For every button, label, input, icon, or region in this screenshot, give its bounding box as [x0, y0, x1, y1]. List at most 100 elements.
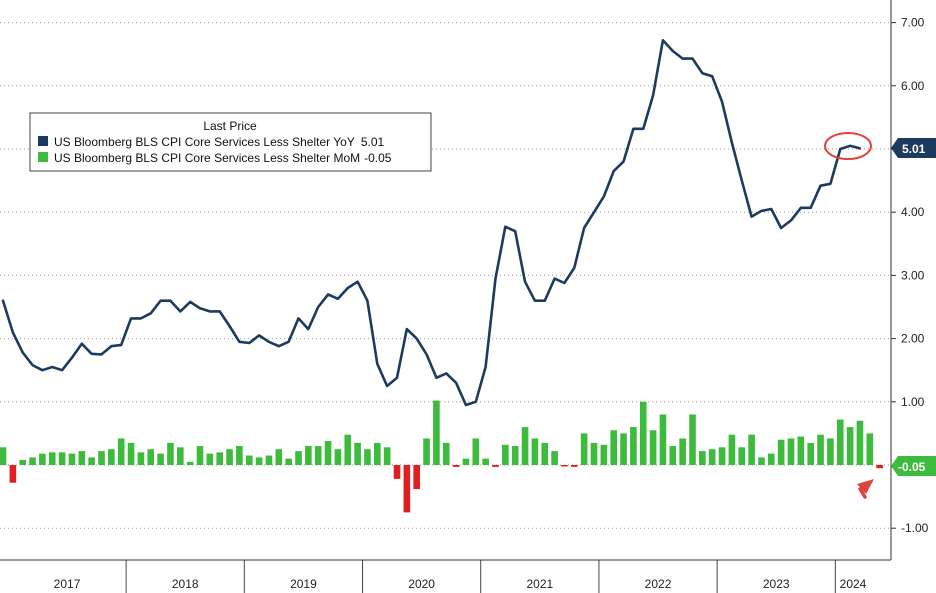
- yoy-last-badge: 5.01: [891, 138, 936, 158]
- legend-box: [29, 112, 432, 172]
- legend-header: Last Price: [203, 119, 257, 133]
- mom-bar: [630, 427, 637, 465]
- mom-bar: [403, 465, 411, 513]
- mom-bar: [718, 447, 726, 465]
- mom-bar: [590, 442, 598, 465]
- y-tick-label: 1.00: [901, 395, 925, 409]
- mom-bar: [433, 400, 440, 465]
- mom-bar: [511, 446, 519, 465]
- y-tick-label: 4.00: [901, 205, 925, 219]
- legend-label-mom: US Bloomberg BLS CPI Core Services Less …: [54, 151, 392, 165]
- mom-bar: [374, 442, 381, 465]
- mom-bar: [600, 444, 608, 465]
- year-label: 2021: [526, 577, 553, 591]
- mom-bar: [275, 449, 283, 465]
- mom-bar: [876, 465, 883, 469]
- mom-bar: [708, 449, 716, 465]
- legend: Last Price US Bloomberg BLS CPI Core Ser…: [29, 112, 432, 172]
- year-label: 2020: [408, 577, 435, 591]
- mom-bar: [699, 451, 706, 465]
- y-tick-label: 6.00: [901, 79, 925, 93]
- mom-bar: [177, 447, 184, 465]
- mom-bar: [58, 452, 66, 465]
- mom-bar: [669, 446, 677, 465]
- mom-bar: [452, 465, 460, 467]
- legend-swatch-yoy: [38, 136, 48, 146]
- mom-bar: [344, 434, 352, 465]
- mom-bar: [787, 438, 795, 465]
- mom-bar: [383, 447, 391, 465]
- year-label: 2023: [763, 577, 790, 591]
- year-label: 2019: [290, 577, 317, 591]
- mom-bar: [216, 452, 223, 465]
- mom-bar: [846, 427, 854, 465]
- mom-bar: [137, 452, 145, 465]
- mom-last-badge: -0.05: [891, 456, 936, 476]
- yoy-last-badge-text: 5.01: [902, 142, 926, 156]
- mom-bar: [245, 455, 253, 465]
- mom-bar: [314, 446, 322, 465]
- mom-bar: [393, 465, 401, 479]
- legend-label-yoy: US Bloomberg BLS CPI Core Services Less …: [54, 135, 385, 149]
- mom-bar: [186, 461, 194, 465]
- year-label: 2017: [54, 577, 81, 591]
- mom-bar: [147, 449, 155, 465]
- mom-bar: [88, 457, 95, 465]
- mom-bars: [0, 400, 883, 513]
- highlight-circle: [824, 132, 872, 160]
- mom-bar: [659, 414, 667, 465]
- x-axis-years: 2017 2018 2019 2020 2021 2022 2023 2024: [54, 577, 867, 591]
- mom-bar: [196, 446, 204, 465]
- mom-bar: [580, 433, 588, 465]
- mom-bar: [817, 434, 824, 465]
- mom-bar: [442, 442, 450, 465]
- mom-bar: [728, 434, 736, 465]
- year-separators: [125, 560, 836, 593]
- y-axis-ticks: 7.006.005.004.003.002.001.00-1.00: [891, 16, 929, 535]
- mom-last-badge-text: -0.05: [898, 460, 926, 474]
- pointer-arrow: [857, 479, 874, 499]
- mom-bar: [0, 447, 7, 465]
- mom-bar: [866, 433, 874, 465]
- mom-bar: [620, 433, 627, 465]
- mom-bar: [521, 427, 529, 465]
- mom-bar: [364, 449, 371, 465]
- mom-bar: [305, 446, 312, 465]
- mom-bar: [639, 401, 647, 465]
- year-label: 2018: [172, 577, 199, 591]
- yoy-line: [1, 39, 862, 407]
- mom-bar: [649, 430, 657, 465]
- mom-bar: [797, 436, 805, 465]
- mom-bar: [758, 457, 765, 465]
- mom-bar: [836, 419, 844, 465]
- mom-bar: [462, 458, 470, 465]
- mom-bar: [856, 420, 864, 465]
- mom-bar: [295, 451, 302, 465]
- mom-bar: [482, 458, 489, 465]
- mom-bar: [285, 458, 292, 465]
- mom-bar: [127, 442, 135, 465]
- y-tick-label: 3.00: [901, 268, 925, 282]
- mom-bar: [255, 457, 263, 465]
- mom-bar: [29, 457, 36, 465]
- mom-bar: [827, 438, 834, 465]
- mom-bar: [561, 465, 568, 467]
- mom-bar: [78, 451, 86, 465]
- mom-bar: [206, 453, 214, 465]
- mom-bar: [551, 451, 558, 465]
- mom-bar: [413, 465, 420, 490]
- y-tick-label: 7.00: [901, 16, 925, 30]
- mom-bar: [768, 453, 775, 465]
- mom-bar: [39, 453, 46, 465]
- mom-bar: [236, 446, 243, 465]
- y-tick-label: 2.00: [901, 332, 925, 346]
- mom-bar: [492, 465, 499, 467]
- mom-bar: [777, 439, 785, 465]
- mom-bar: [167, 442, 174, 465]
- mom-bar: [68, 453, 76, 465]
- mom-bar: [502, 444, 509, 465]
- mom-bar: [108, 449, 115, 465]
- mom-bar: [157, 453, 164, 465]
- mom-bar: [679, 438, 686, 465]
